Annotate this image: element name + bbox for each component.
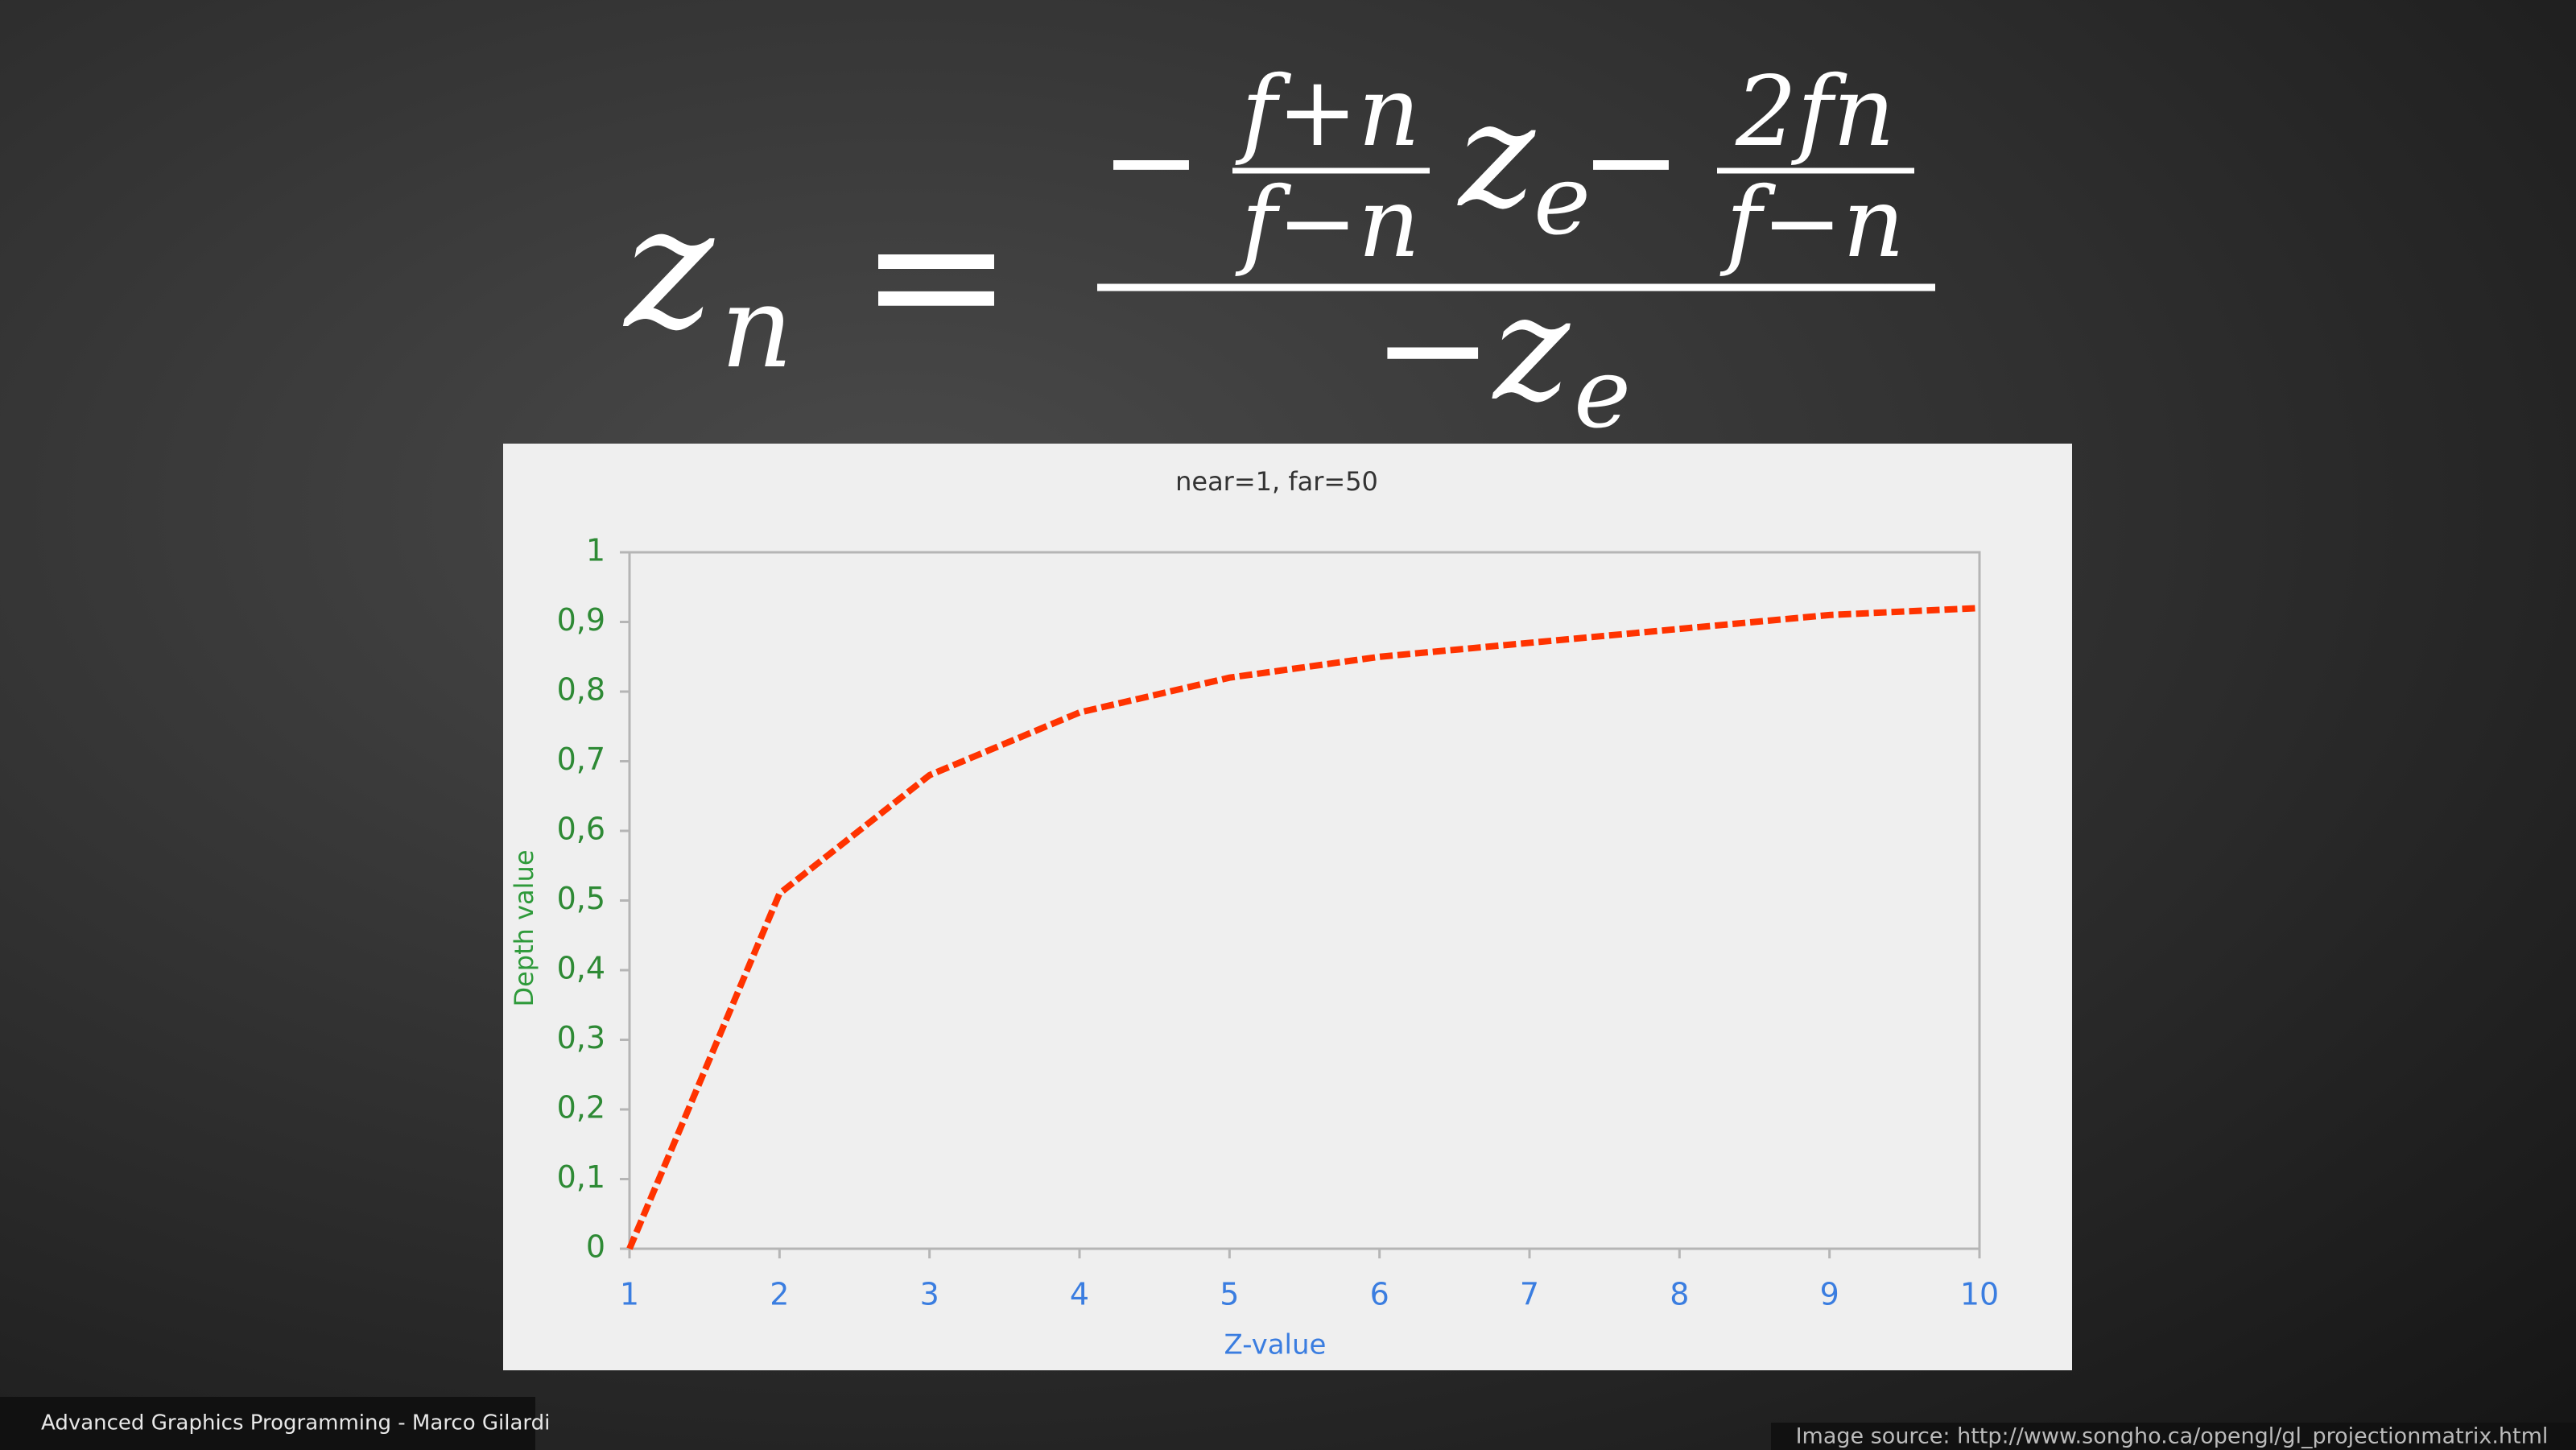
x-tick-label: 10 (1960, 1277, 1999, 1312)
formula-text: f−n (1235, 167, 1420, 279)
y-tick-label: 1 (586, 533, 605, 568)
x-tick-label: 6 (1370, 1277, 1389, 1312)
x-tick-label: 1 (620, 1277, 639, 1312)
data-line (626, 605, 1980, 1250)
y-axis-label: Depth value (509, 849, 539, 1006)
x-tick-label: 7 (1520, 1277, 1539, 1312)
formula-text: f−n (1719, 167, 1905, 279)
y-tick-label: 0,9 (557, 602, 605, 638)
y-tick-label: 0,2 (557, 1090, 605, 1126)
formula-text: e (1534, 145, 1591, 257)
formula-text: −z (1372, 265, 1571, 433)
formula-text: − (1100, 92, 1202, 232)
formula-text: f+n (1235, 56, 1420, 168)
y-tick-label: 0,8 (557, 672, 605, 708)
formula-text: z (622, 169, 715, 366)
formula-text: = (859, 167, 1014, 382)
chart-title: near=1, far=50 (1175, 466, 1378, 497)
x-tick-label: 5 (1220, 1277, 1239, 1312)
formula: z n = − f+n f−n z e − 2fn f−n −z e (622, 56, 1935, 450)
y-tick-label: 0,3 (557, 1020, 605, 1055)
x-tick-label: 2 (770, 1277, 789, 1312)
source-text: Image source: http://www.songho.ca/openg… (1796, 1424, 2549, 1449)
y-tick-label: 0,4 (557, 951, 605, 986)
footer-text: Advanced Graphics Programming - Marco Gi… (41, 1411, 550, 1436)
x-axis-label: Z-value (1224, 1329, 1327, 1361)
x-tick-label: 9 (1820, 1277, 1839, 1312)
x-tick-label: 8 (1670, 1277, 1689, 1312)
x-tick-label: 3 (920, 1277, 939, 1312)
y-tick-label: 0,1 (557, 1159, 605, 1195)
y-tick-label: 0,6 (557, 812, 605, 847)
x-tick-label: 4 (1070, 1277, 1089, 1312)
formula-text: 2fn (1735, 56, 1895, 168)
formula-text: n (720, 262, 793, 394)
plot: 0 0,1 0,2 0,3 0,4 0,5 0,6 0,7 0,8 0,9 1 1 2 3 4 5 6 7 8 9 10 (557, 533, 2000, 1312)
footer-box (0, 1397, 535, 1450)
formula-text: z (1457, 72, 1536, 240)
y-tick-label: 0 (586, 1229, 605, 1265)
y-tick-label: 0,5 (557, 881, 605, 916)
formula-text: − (1580, 92, 1682, 232)
y-tick-label: 0,7 (557, 742, 605, 777)
source-box (1771, 1423, 2576, 1450)
formula-text: e (1574, 338, 1631, 450)
chart-panel (503, 444, 2072, 1370)
